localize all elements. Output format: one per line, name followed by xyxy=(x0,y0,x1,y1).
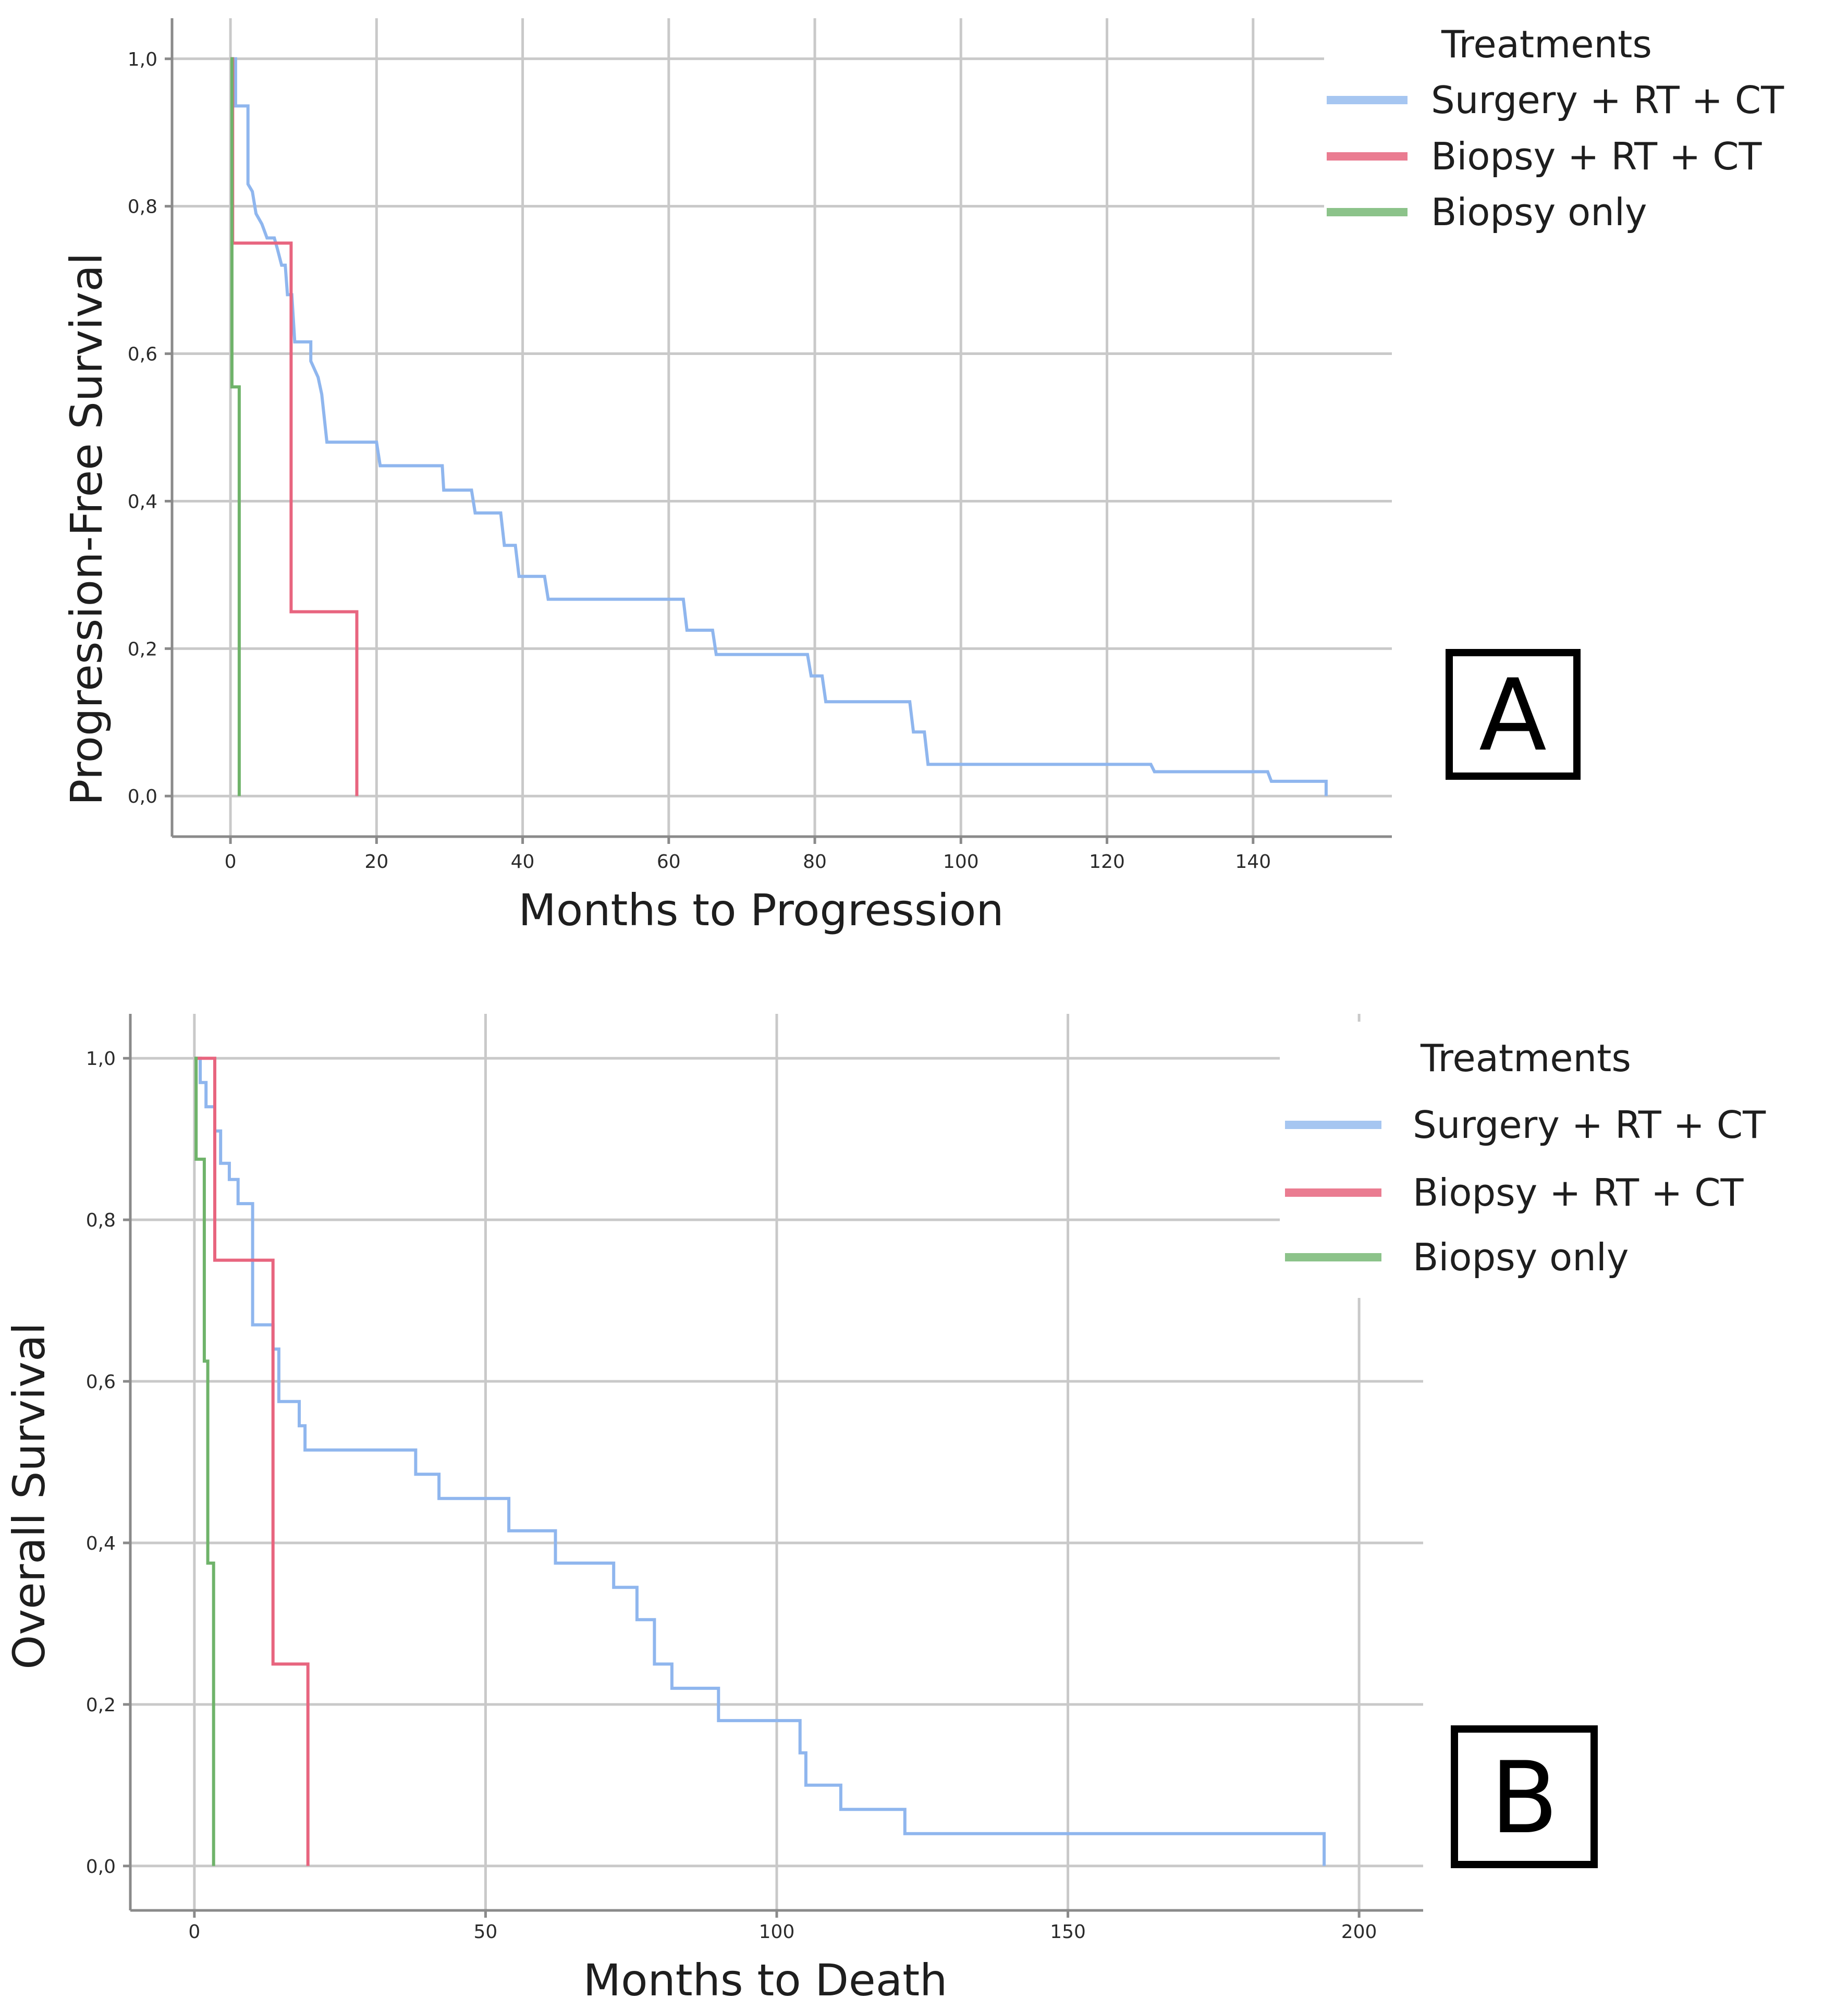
panel-b-y-axis-label: Overall Survival xyxy=(4,1322,55,1670)
panel-b-x-tick-label: 150 xyxy=(1050,1921,1086,1943)
panel-b-letter: B xyxy=(1490,1740,1558,1856)
panel-a-x-tick-labels: 0 20 40 60 80 100 120 140 xyxy=(225,837,1271,873)
panel-a-progression-free-survival: 0,0 0,2 0,4 0,6 0,8 1,0 0 20 40 60 80 100 120 140 Mo… xyxy=(61,18,1784,936)
panel-a-x-tick-label: 40 xyxy=(511,851,535,873)
panel-b-curve-biopsy-rt-ct xyxy=(194,1057,310,1866)
panel-a-legend: Treatments Surgery + RT + CT Biopsy + RT… xyxy=(1324,21,1784,245)
panel-b-y-tick-label: 1,0 xyxy=(86,1048,116,1070)
panel-a-y-tick-label: 0,2 xyxy=(128,639,157,660)
panel-b-x-axis-label: Months to Death xyxy=(583,1955,948,2006)
panel-b-y-tick-label: 0,8 xyxy=(86,1210,116,1231)
panel-b-gridlines xyxy=(130,1014,1423,1910)
panel-a-curves xyxy=(230,57,1328,796)
panel-a-y-tick-labels: 0,0 0,2 0,4 0,6 0,8 1,0 xyxy=(128,49,172,807)
panel-b-curves xyxy=(194,1057,1326,1866)
panel-a-x-tick-label: 120 xyxy=(1089,851,1125,873)
panel-b-x-tick-label: 200 xyxy=(1341,1921,1377,1943)
panel-a-letter-frame xyxy=(1446,649,1581,780)
panel-b-legend-label-surgery: Surgery + RT + CT xyxy=(1413,1103,1766,1147)
panel-a-gridlines xyxy=(172,18,1392,837)
panel-a-y-axis-label: Progression-Free Survival xyxy=(61,253,112,805)
panel-a-legend-label-biopsy-rt-ct: Biopsy + RT + CT xyxy=(1431,134,1763,178)
panel-b-y-tick-label: 0,0 xyxy=(86,1856,116,1878)
panel-a-letter-box: A xyxy=(1446,649,1581,780)
panel-a-legend-label-surgery: Surgery + RT + CT xyxy=(1431,78,1784,122)
panel-a-curve-surgery-rt-ct xyxy=(230,57,1328,796)
panel-a-x-axis-label: Months to Progression xyxy=(518,885,1003,936)
panel-a-y-tick-label: 0,4 xyxy=(128,491,157,512)
panel-b-x-tick-label: 100 xyxy=(759,1921,795,1943)
panel-b-legend-box xyxy=(1280,1022,1832,1298)
panel-b-x-tick-labels: 0 50 100 150 200 xyxy=(188,1910,1377,1943)
panel-b-x-tick-label: 50 xyxy=(474,1921,498,1943)
panel-b-y-tick-labels: 0,0 0,2 0,4 0,6 0,8 1,0 xyxy=(86,1048,130,1878)
panel-a-curve-biopsy-only xyxy=(230,57,241,796)
panel-b-x-tick-label: 0 xyxy=(188,1921,200,1943)
panel-a-y-tick-label: 0,6 xyxy=(128,344,157,365)
panel-b-letter-box: B xyxy=(1451,1725,1598,1868)
panel-b-y-tick-label: 0,6 xyxy=(86,1371,116,1393)
panel-b-curve-biopsy-only xyxy=(194,1057,215,1866)
panel-a-legend-title: Treatments xyxy=(1441,22,1652,66)
panel-b-letter-frame xyxy=(1451,1725,1598,1868)
panel-a-legend-label-biopsy-only: Biopsy only xyxy=(1431,190,1647,234)
panel-a-x-tick-label: 20 xyxy=(364,851,388,873)
panel-b-legend-title: Treatments xyxy=(1420,1036,1631,1080)
panel-a-x-tick-label: 140 xyxy=(1235,851,1271,873)
panel-b-legend-label-biopsy-only: Biopsy only xyxy=(1413,1235,1629,1279)
panel-a-y-tick-label: 0,8 xyxy=(128,197,157,218)
panel-b-curve-surgery-rt-ct xyxy=(194,1057,1326,1866)
panel-a-axes xyxy=(170,18,1392,838)
panel-b-legend: Treatments Surgery + RT + CT Biopsy + RT… xyxy=(1280,1022,1832,1298)
panel-a-x-tick-label: 100 xyxy=(943,851,979,873)
panel-a-letter: A xyxy=(1479,658,1547,773)
panel-a-x-tick-label: 80 xyxy=(803,851,827,873)
panel-b-y-tick-label: 0,2 xyxy=(86,1695,116,1716)
panel-b-legend-label-biopsy-rt-ct: Biopsy + RT + CT xyxy=(1413,1171,1744,1215)
panel-a-y-tick-label: 1,0 xyxy=(128,49,157,70)
panel-b-overall-survival: 0,0 0,2 0,4 0,6 0,8 1,0 0 50 100 150 200 Months t… xyxy=(4,1014,1832,2006)
panel-b-y-tick-label: 0,4 xyxy=(86,1533,116,1554)
panel-a-x-tick-label: 0 xyxy=(225,851,237,873)
panel-a-y-tick-label: 0,0 xyxy=(128,786,157,807)
panel-a-x-tick-label: 60 xyxy=(657,851,681,873)
panel-a-legend-box xyxy=(1324,21,1772,245)
